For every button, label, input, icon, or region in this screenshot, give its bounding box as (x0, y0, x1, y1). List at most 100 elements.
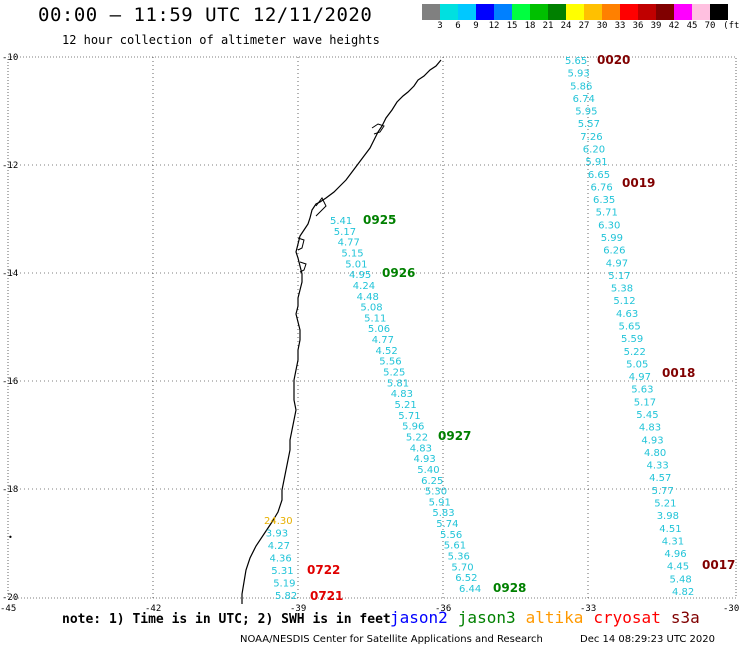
wave-height-value: 5.71 (398, 411, 420, 422)
color-scale-swatch (602, 4, 620, 20)
pass-time-label: 0926 (382, 266, 415, 280)
color-scale-label: 42 (668, 21, 680, 31)
wave-height-value: 5.17 (634, 397, 656, 408)
color-scale-label: 33 (614, 21, 626, 31)
color-scale-unit: (ft) (723, 21, 740, 31)
wave-height-value: 4.95 (349, 270, 371, 281)
wave-height-value: 5.56 (379, 357, 401, 368)
wave-height-value: 5.21 (654, 499, 676, 510)
wave-height-value: 5.96 (402, 422, 424, 433)
wave-height-value: 4.48 (357, 292, 379, 303)
pass-time-label: 0927 (438, 429, 471, 443)
latitude-label: -10 (2, 53, 18, 63)
latitude-label: -20 (2, 593, 18, 603)
wave-height-value: 5.11 (364, 313, 386, 324)
color-scale-label: 15 (506, 21, 518, 31)
pass-time-label: 0722 (307, 563, 340, 577)
color-scale-swatch (566, 4, 584, 20)
legend-entry-s3a: s3a (670, 608, 700, 627)
pass-time-label: 0019 (622, 176, 655, 190)
wave-height-value: 4.83 (391, 389, 413, 400)
wave-height-value: 6.30 (598, 220, 620, 231)
wave-height-value: 4.80 (644, 448, 666, 459)
map-grid (7, 56, 737, 599)
wave-height-value: 5.41 (330, 216, 352, 227)
wave-height-value: 4.83 (410, 443, 432, 454)
marker-mark: • (8, 533, 13, 542)
wave-height-value: 5.31 (271, 566, 293, 577)
page-subtitle: 12 hour collection of altimeter wave hei… (62, 33, 380, 47)
color-scale-label: 12 (488, 21, 500, 31)
longitude-label: -36 (435, 604, 451, 614)
pass-time-label: 0721 (310, 589, 343, 603)
wave-height-value: 4.51 (659, 524, 681, 535)
color-scale-swatch (530, 4, 548, 20)
wave-height-value: 5.82 (275, 591, 297, 602)
wave-height-value: 4.97 (629, 372, 651, 383)
wave-height-value: 5.77 (652, 486, 674, 497)
wave-height-value: 4.31 (662, 536, 684, 547)
wave-height-value: 5.22 (406, 433, 428, 444)
color-scale-swatch (692, 4, 710, 20)
time-labels: 0020 0019 0018 0017 0925 0926 0927 0928 0722 0721 (307, 53, 735, 603)
wave-height-value: 24.30 (264, 516, 293, 527)
wave-height-value: 5.93 (568, 69, 590, 80)
wave-height-value: 3.93 (266, 529, 288, 540)
color-scale-label: 39 (650, 21, 662, 31)
coastline-inlet (297, 123, 385, 273)
wave-height-value: 5.12 (613, 296, 635, 307)
wave-height-value: 5.56 (440, 530, 462, 541)
wave-height-value: 5.95 (575, 107, 597, 118)
wave-height-value: 5.70 (451, 562, 473, 573)
latitude-label: -18 (2, 485, 18, 495)
wave-height-value: 4.24 (353, 281, 375, 292)
legend-entry-cryosat: cryosat (593, 608, 661, 627)
longitude-label: -30 (723, 604, 739, 614)
wave-height-value: 4.36 (270, 554, 292, 565)
pass-time-label: 0017 (702, 558, 735, 572)
wave-height-value: 5.83 (432, 508, 454, 519)
wave-height-value: 4.63 (616, 309, 638, 320)
color-scale-swatch (458, 4, 476, 20)
legend-entry-jason3: jason3 (457, 608, 516, 627)
legend-entry-jason2: jason2 (390, 608, 448, 627)
color-scale-swatch (512, 4, 530, 20)
color-scale-swatch (710, 4, 728, 20)
wave-height-value: 5.45 (636, 410, 658, 421)
wave-height-value: 7.26 (580, 132, 602, 143)
wave-height-value: 5.74 (436, 519, 458, 530)
legend-entry-altika: altika (525, 608, 584, 627)
color-scale-swatch (422, 4, 440, 20)
longitude-label: -39 (290, 604, 306, 614)
wave-height-value: 5.48 (670, 574, 692, 585)
note-text: note: 1) Time is in UTC; 2) SWH is in fe… (62, 612, 391, 627)
color-scale-swatch (584, 4, 602, 20)
wave-height-value: 5.81 (387, 378, 409, 389)
latitude-label: -14 (2, 269, 18, 279)
wave-height-value: 6.65 (588, 170, 610, 181)
wave-height-value: 4.83 (639, 423, 661, 434)
longitude-label: -45 (0, 604, 16, 614)
wave-height-value: 4.97 (606, 258, 628, 269)
map-frame (7, 56, 737, 599)
color-scale-swatch (674, 4, 692, 20)
page-title: 00:00 – 11:59 UTC 12/11/2020 (38, 4, 373, 26)
color-scale-label: 9 (473, 21, 479, 31)
axis-labels: -10 -12 -14 -16 -18 -20-45 -42 -39 -36 -33 -30 (0, 53, 739, 614)
color-scale-swatch (548, 4, 566, 20)
color-scale-label: 70 (704, 21, 716, 31)
wave-height-value: 5.57 (578, 119, 600, 130)
wave-height-color-scale (422, 4, 728, 20)
color-scale-swatch (440, 4, 458, 20)
wave-height-value: 4.33 (647, 461, 669, 472)
color-scale-label: 18 (524, 21, 536, 31)
longitude-label: -42 (145, 604, 161, 614)
wave-height-value: 4.45 (667, 562, 689, 573)
pass-time-label: 0020 (597, 53, 630, 67)
satellite-legend: jason2 jason3 altika cryosat s3a (390, 608, 710, 627)
wave-height-value: 6.20 (583, 145, 605, 156)
wave-height-value: 5.01 (345, 259, 367, 270)
color-scale-swatch (494, 4, 512, 20)
color-scale-label: 36 (632, 21, 644, 31)
